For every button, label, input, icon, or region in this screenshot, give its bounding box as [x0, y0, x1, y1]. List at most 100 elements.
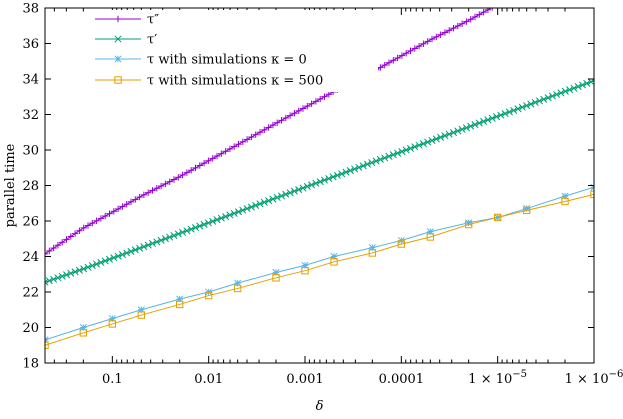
- data-point: [355, 163, 363, 171]
- data-point: [527, 100, 535, 108]
- data-point: [218, 150, 225, 157]
- x-tick-label: 0.0001: [379, 372, 425, 387]
- data-point: [325, 91, 332, 98]
- data-point: [308, 100, 315, 107]
- data-point: [295, 186, 303, 194]
- data-point: [484, 116, 492, 124]
- data-point: [316, 178, 324, 186]
- data-point: [317, 95, 324, 103]
- data-point: [114, 205, 122, 213]
- data-point: [497, 111, 505, 119]
- data-point: [260, 198, 268, 206]
- data-point: [265, 197, 273, 205]
- data-point: [505, 108, 513, 116]
- data-point: [278, 117, 285, 124]
- data-point: [561, 87, 569, 95]
- data-point: [256, 200, 264, 208]
- data-point: [415, 141, 423, 149]
- data-point: [359, 162, 367, 170]
- data-point: [342, 168, 350, 176]
- data-point: [308, 181, 316, 189]
- data-point: [385, 152, 393, 160]
- data-point: [54, 274, 62, 282]
- data-point: [265, 124, 272, 131]
- data-point: [570, 84, 578, 92]
- data-point: [390, 57, 397, 64]
- data-point: [273, 193, 281, 202]
- data-point: [376, 155, 384, 164]
- data-point: [397, 240, 406, 248]
- data-point: [243, 136, 251, 143]
- data-point: [557, 89, 565, 97]
- x-tick-label: 0.001: [286, 372, 323, 387]
- data-point: [428, 136, 436, 145]
- data-point: [426, 233, 435, 241]
- data-point: [458, 20, 466, 27]
- data-point: [320, 176, 329, 184]
- data-point: [67, 233, 74, 240]
- data-point: [50, 275, 58, 283]
- data-point: [59, 239, 66, 246]
- x-axis-title: δ: [316, 399, 324, 414]
- data-point: [252, 201, 260, 209]
- data-point: [45, 277, 53, 285]
- data-point: [209, 217, 217, 225]
- data-point: [446, 27, 453, 34]
- data-point: [79, 329, 88, 337]
- data-point: [230, 209, 238, 217]
- data-point: [329, 173, 337, 181]
- y-tick-label: 28: [22, 179, 39, 194]
- data-point: [574, 83, 582, 91]
- legend-marker: [114, 15, 122, 23]
- data-point: [467, 122, 475, 130]
- data-point: [209, 155, 216, 162]
- data-point: [80, 265, 88, 273]
- data-point: [256, 129, 264, 136]
- data-point: [101, 257, 109, 265]
- data-point: [295, 107, 302, 115]
- series-4: [45, 190, 594, 349]
- data-point: [226, 145, 234, 153]
- data-point: [420, 40, 427, 47]
- data-point: [566, 86, 574, 94]
- data-point: [192, 164, 199, 172]
- data-point: [110, 208, 117, 215]
- x-tick-label: 0.1: [102, 372, 123, 387]
- data-point: [346, 167, 354, 175]
- legend-label: τ″: [147, 13, 159, 28]
- data-point: [454, 22, 461, 30]
- data-point: [153, 238, 161, 246]
- y-tick-label: 32: [22, 108, 39, 123]
- data-point: [204, 291, 213, 300]
- data-point: [333, 171, 341, 179]
- data-point: [247, 203, 255, 211]
- data-point: [282, 190, 290, 198]
- data-point: [235, 141, 242, 148]
- data-point: [137, 311, 146, 319]
- data-point: [415, 42, 423, 50]
- series-3: [45, 183, 594, 344]
- data-point: [480, 117, 488, 125]
- data-point: [301, 267, 309, 275]
- data-point: [54, 241, 62, 249]
- data-point: [535, 97, 544, 105]
- series-line: [45, 186, 594, 341]
- data-point: [213, 216, 221, 224]
- data-point: [239, 138, 246, 146]
- data-point: [183, 169, 191, 176]
- data-point: [445, 130, 453, 138]
- legend-marker: [114, 35, 122, 43]
- data-point: [377, 64, 384, 71]
- data-point: [304, 102, 311, 110]
- legend-marker: [114, 76, 122, 84]
- data-point: [467, 16, 474, 23]
- data-point: [213, 152, 221, 160]
- data-point: [363, 160, 372, 168]
- data-point: [50, 244, 57, 252]
- data-point: [234, 208, 243, 216]
- data-point: [131, 246, 139, 254]
- data-point: [441, 29, 449, 36]
- data-point: [170, 176, 178, 183]
- data-point: [518, 103, 526, 111]
- data-point: [411, 45, 418, 52]
